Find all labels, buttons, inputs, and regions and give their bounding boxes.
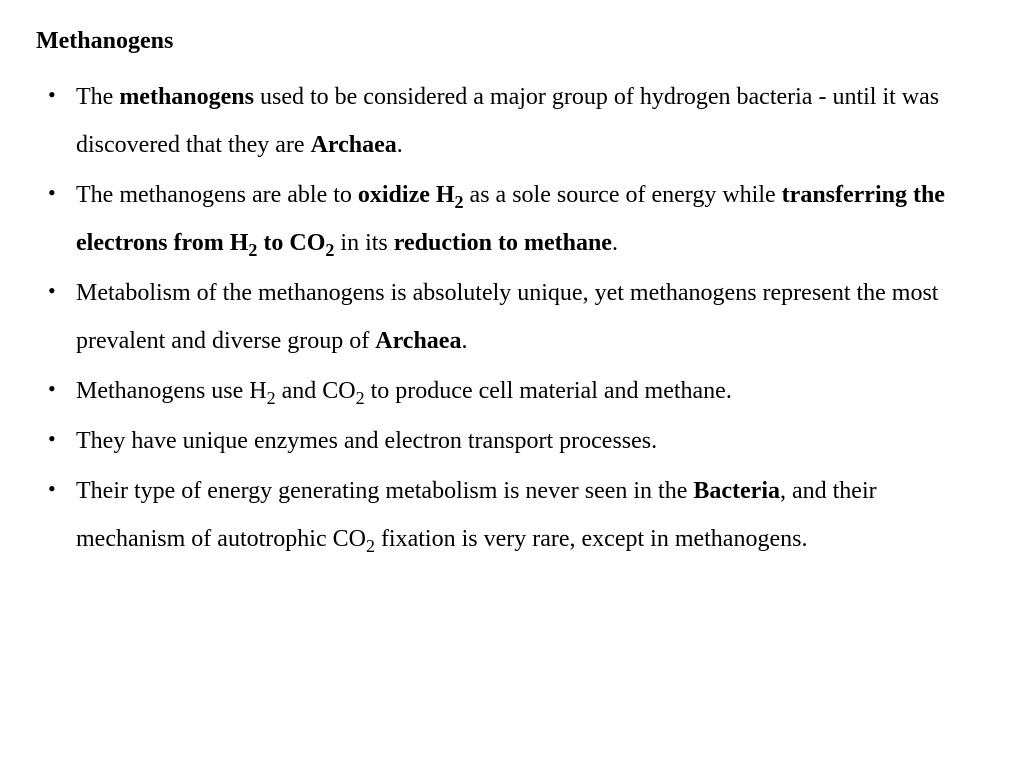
text-fragment-bold: Archaea xyxy=(311,132,397,158)
text-fragment-bold: to CO xyxy=(257,230,325,256)
bullet-item: The methanogens are able to oxidize H2 a… xyxy=(58,171,988,267)
text-fragment: . xyxy=(612,230,618,256)
bullet-item: They have unique enzymes and electron tr… xyxy=(58,417,988,465)
text-fragment: Methanogens use H xyxy=(76,378,267,404)
text-fragment: The methanogens are able to xyxy=(76,182,358,208)
text-fragment: Metabolism of the methanogens is absolut… xyxy=(76,280,938,354)
text-fragment: . xyxy=(461,328,467,354)
text-fragment: fixation is very rare, except in methano… xyxy=(375,526,808,552)
bullet-item: Their type of energy generating metaboli… xyxy=(58,467,988,563)
slide-title: Methanogens xyxy=(36,28,988,55)
text-fragment: as a sole source of energy while xyxy=(464,182,782,208)
text-fragment-bold: methanogens xyxy=(119,84,254,110)
text-fragment-bold: Bacteria xyxy=(693,478,780,504)
bullet-list: The methanogens used to be considered a … xyxy=(36,73,988,563)
text-fragment-bold: Archaea xyxy=(375,328,461,354)
text-fragment-bold: oxidize H xyxy=(358,182,455,208)
text-fragment: Their type of energy generating metaboli… xyxy=(76,478,693,504)
bullet-item: Methanogens use H2 and CO2 to produce ce… xyxy=(58,367,988,415)
text-fragment: and CO xyxy=(276,378,356,404)
text-fragment: . xyxy=(397,132,403,158)
text-fragment: in its xyxy=(334,230,393,256)
bullet-item: The methanogens used to be considered a … xyxy=(58,73,988,169)
text-fragment-bold: reduction to methane xyxy=(394,230,612,256)
subscript: 2 xyxy=(366,536,375,556)
text-fragment: They have unique enzymes and electron tr… xyxy=(76,428,657,454)
subscript: 2 xyxy=(356,388,365,408)
bullet-item: Metabolism of the methanogens is absolut… xyxy=(58,269,988,365)
text-fragment: to produce cell material and methane. xyxy=(365,378,732,404)
text-fragment: The xyxy=(76,84,119,110)
subscript: 2 xyxy=(267,388,276,408)
subscript: 2 xyxy=(455,192,464,212)
